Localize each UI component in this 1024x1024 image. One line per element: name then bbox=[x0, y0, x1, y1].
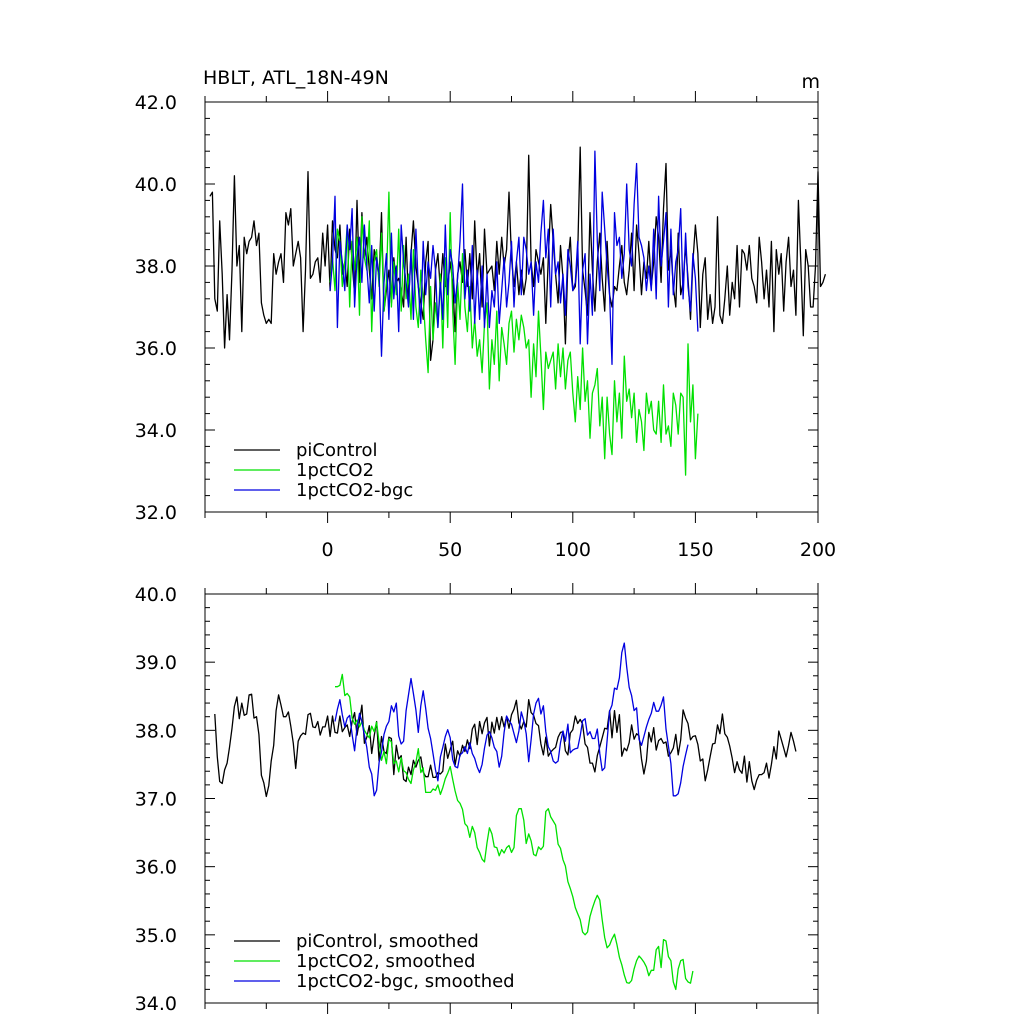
y-tick-label: 39.0 bbox=[135, 652, 177, 674]
series-line-picontrol bbox=[209, 146, 827, 361]
x-tick-label: 50 bbox=[438, 539, 462, 561]
legend-label: piControl bbox=[296, 440, 378, 461]
y-tick-label: 40.0 bbox=[135, 174, 177, 196]
top-chart-panel: HBLT, ATL_18N-49N m 0 50 100 150 200 32.0 34.0… bbox=[135, 67, 836, 561]
bottom-data-lines bbox=[214, 642, 797, 991]
legend-label: 1pctCO2-bgc, smoothed bbox=[296, 971, 515, 992]
y-tick-label: 36.0 bbox=[135, 857, 177, 879]
bottom-plot-frame bbox=[204, 593, 819, 1004]
y-tick-label: 38.0 bbox=[135, 720, 177, 742]
legend-label: 1pctCO2, smoothed bbox=[296, 951, 475, 972]
x-tick-label: 200 bbox=[800, 539, 836, 561]
y-tick-label: 34.0 bbox=[135, 420, 177, 442]
series-line-1pctco2-smoothed bbox=[335, 673, 694, 991]
series-line-1pctco2 bbox=[329, 191, 699, 476]
top-axis-tick-labels: 0 50 100 150 200 32.0 34.0 36.0 38.0 40.0 42.0 bbox=[135, 92, 836, 561]
y-tick-label: 35.0 bbox=[135, 925, 177, 947]
series-line-1pctco2-bgc-smoothed bbox=[334, 642, 689, 797]
x-tick-label: 0 bbox=[322, 539, 334, 561]
bottom-chart-panel: 34.0 35.0 36.0 37.0 38.0 39.0 40.0 piControl, … bbox=[135, 583, 819, 1015]
top-plot-frame bbox=[204, 101, 819, 513]
y-tick-label: 36.0 bbox=[135, 338, 177, 360]
x-tick-label: 100 bbox=[555, 539, 591, 561]
bottom-axis-tick-labels: 34.0 35.0 36.0 37.0 38.0 39.0 40.0 bbox=[135, 584, 177, 1015]
bottom-axis-ticks bbox=[204, 583, 819, 1014]
y-tick-label: 37.0 bbox=[135, 789, 177, 811]
y-tick-label: 42.0 bbox=[135, 92, 177, 114]
y-tick-label: 32.0 bbox=[135, 502, 177, 524]
units-label: m bbox=[801, 71, 820, 93]
x-tick-label: 150 bbox=[677, 539, 713, 561]
legend-label: 1pctCO2-bgc bbox=[296, 480, 413, 501]
y-tick-label: 38.0 bbox=[135, 256, 177, 278]
legend-label: piControl, smoothed bbox=[296, 931, 479, 952]
chart-title: HBLT, ATL_18N-49N bbox=[203, 67, 389, 89]
y-tick-label: 40.0 bbox=[135, 584, 177, 606]
legend-label: 1pctCO2 bbox=[296, 460, 374, 481]
y-tick-label: 34.0 bbox=[135, 993, 177, 1015]
top-data-lines bbox=[209, 146, 827, 476]
series-line-1pctco2-bgc bbox=[329, 150, 699, 366]
